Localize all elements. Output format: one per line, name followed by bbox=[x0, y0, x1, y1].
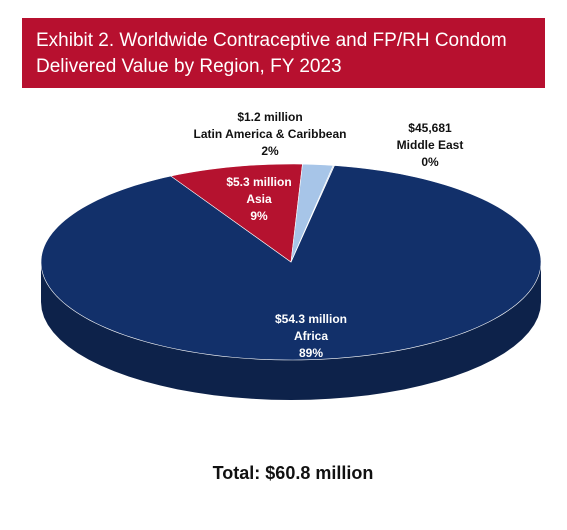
slice-side bbox=[41, 262, 541, 400]
category-label: Africa bbox=[294, 329, 328, 343]
percent-label: 89% bbox=[299, 346, 323, 360]
total-label: Total: $60.8 million bbox=[213, 463, 374, 483]
pie-slice bbox=[290, 165, 335, 263]
category-label: Latin America & Caribbean bbox=[194, 127, 347, 141]
percent-label: 0% bbox=[421, 155, 439, 169]
title-banner bbox=[22, 18, 545, 88]
value-label: $54.3 million bbox=[275, 312, 347, 326]
category-label: Asia bbox=[246, 192, 272, 206]
chart-title: Exhibit 2. Worldwide Contraceptive and F… bbox=[36, 30, 507, 51]
value-label: $45,681 bbox=[408, 121, 452, 135]
category-label: Middle East bbox=[397, 138, 464, 152]
percent-label: 9% bbox=[250, 209, 268, 223]
pie-slice bbox=[40, 165, 542, 361]
chart-title: Delivered Value by Region, FY 2023 bbox=[36, 56, 342, 77]
value-label: $1.2 million bbox=[237, 110, 302, 124]
percent-label: 2% bbox=[261, 144, 279, 158]
pie-slice bbox=[170, 163, 303, 263]
value-label: $5.3 million bbox=[226, 175, 291, 189]
pie bbox=[40, 163, 542, 400]
